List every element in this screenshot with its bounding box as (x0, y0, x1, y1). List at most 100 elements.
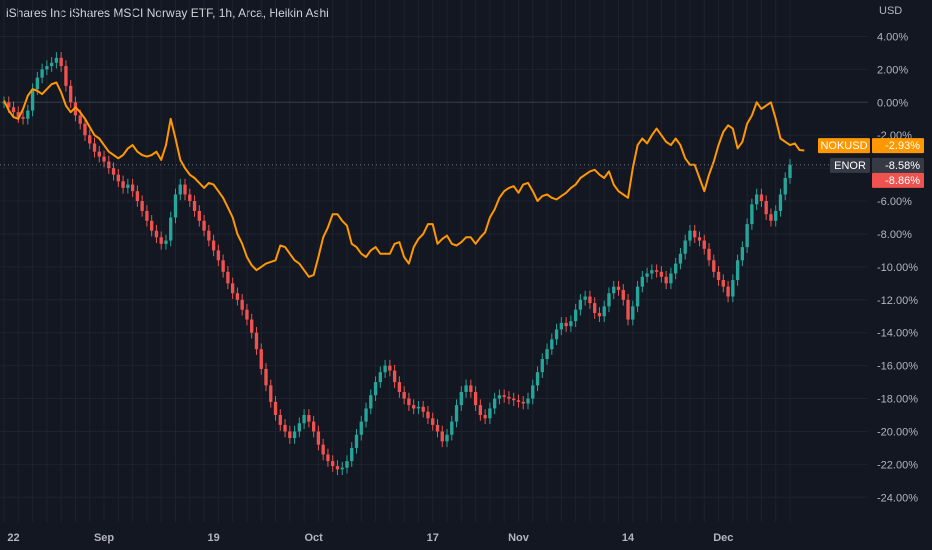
enor-candle-body (92, 143, 97, 152)
x-tick-label: 19 (207, 532, 219, 544)
y-tick-label: -12.00% (877, 295, 918, 307)
enor-candle-body (116, 174, 120, 182)
x-tick-label: 22 (7, 532, 19, 544)
nokusd-value: -2.93% (885, 140, 920, 152)
enor-change-badge (872, 172, 924, 188)
enor-candle-body (316, 431, 321, 445)
enor-candle-body (554, 329, 559, 340)
enor-candle-body (683, 240, 687, 254)
enor-candle-body (340, 467, 344, 470)
nokusd-series-line (3, 81, 805, 278)
enor-candle-body (488, 408, 492, 419)
x-tick-label: Sep (94, 532, 114, 544)
enor-candle-body (702, 240, 706, 249)
enor-candle-body (507, 396, 511, 399)
enor-candle-body (21, 117, 25, 119)
enor-candle-body (774, 210, 778, 221)
enor-candle-body (111, 168, 116, 175)
y-tick-label: 0.00% (877, 97, 908, 109)
enor-candle-body (226, 271, 230, 284)
enor-candle-body (578, 299, 583, 310)
nokusd-value-badge (872, 138, 924, 154)
enor-candle-body (302, 415, 306, 424)
enor-candle-body (626, 299, 630, 320)
enor-candle-body (259, 349, 263, 369)
price-labels: NOKUSD -2.93% ENOR -8.58% -8.86% (818, 138, 924, 188)
enor-candle-body (440, 431, 444, 442)
enor-candle-body (364, 408, 368, 422)
enor-candle-body (664, 276, 668, 284)
enor-candle-body (211, 240, 216, 251)
y-tick-label: 4.00% (877, 31, 908, 43)
enor-candle-body (416, 406, 421, 409)
enor-candle-body (250, 319, 254, 333)
enor-candle-body (645, 273, 649, 277)
enor-candle-body (183, 184, 187, 195)
enor-candle-body (245, 309, 249, 320)
enor-candle-body (197, 210, 201, 221)
enor-candle-body (97, 151, 101, 157)
enor-candle-body (469, 385, 473, 392)
enor-candle-body (59, 57, 63, 67)
enor-candle-body (512, 398, 516, 401)
enor-candle-body (69, 85, 73, 103)
enor-candle-body (612, 286, 616, 294)
enor-value: -8.58% (885, 160, 920, 172)
enor-candle-body (573, 309, 578, 322)
y-tick-label: -16.00% (877, 361, 918, 373)
enor-candle-body (778, 194, 783, 211)
enor-candle-body (659, 271, 664, 277)
enor-candle-body (145, 210, 149, 221)
enor-name-badge (830, 157, 870, 173)
enor-candle-body (521, 401, 525, 404)
enor-candle-body (764, 201, 768, 215)
y-tick-label: -6.00% (877, 196, 912, 208)
x-tick-label: Oct (304, 532, 323, 544)
enor-candle-body (254, 332, 259, 350)
enor-candle-body (283, 424, 287, 432)
enor-candle-body (697, 237, 702, 241)
enor-candle-body (30, 89, 35, 111)
enor-candle-body (297, 423, 302, 432)
enor-candle-body (588, 296, 592, 304)
enor-candle-body (616, 286, 621, 290)
nokusd-name: NOKUSD (820, 140, 867, 152)
enor-candles (2, 52, 792, 476)
enor-candle-body (478, 405, 483, 416)
enor-candle-body (345, 461, 349, 468)
enor-candle-body (454, 405, 459, 422)
enor-candle-body (788, 164, 792, 179)
enor-candle-body (631, 306, 635, 320)
enor-candle-body (707, 248, 711, 261)
enor-candle-body (583, 296, 587, 300)
enor-candle-body (464, 385, 468, 392)
enor-candle-body (235, 293, 240, 300)
enor-candle-body (712, 260, 716, 272)
enor-candle-body (550, 339, 554, 350)
enor-candle-body (559, 322, 564, 330)
enor-change: -8.86% (885, 175, 920, 187)
enor-candle-body (369, 395, 373, 409)
enor-candle-body (745, 224, 749, 248)
enor-candle-body (188, 194, 192, 202)
enor-candle-body (350, 447, 354, 462)
enor-candle-body (202, 220, 206, 231)
enor-candle-body (564, 322, 568, 327)
enor-candle-body (526, 398, 530, 404)
enor-candle-body (754, 194, 759, 205)
enor-candle-body (335, 466, 340, 470)
enor-candle-body (140, 201, 144, 211)
enor-candle-body (88, 135, 92, 144)
enor-value-badge (872, 157, 924, 173)
enor-candle-body (278, 415, 282, 425)
enor-candle-body (359, 421, 363, 435)
enor-candle-body (693, 230, 697, 238)
enor-candle-body (421, 406, 425, 412)
nokusd-name-badge (818, 138, 870, 154)
enor-candle-body (492, 398, 497, 409)
enor-candle-body (407, 398, 411, 406)
horizontal-grid (0, 35, 868, 498)
enor-candle-body (497, 395, 502, 399)
